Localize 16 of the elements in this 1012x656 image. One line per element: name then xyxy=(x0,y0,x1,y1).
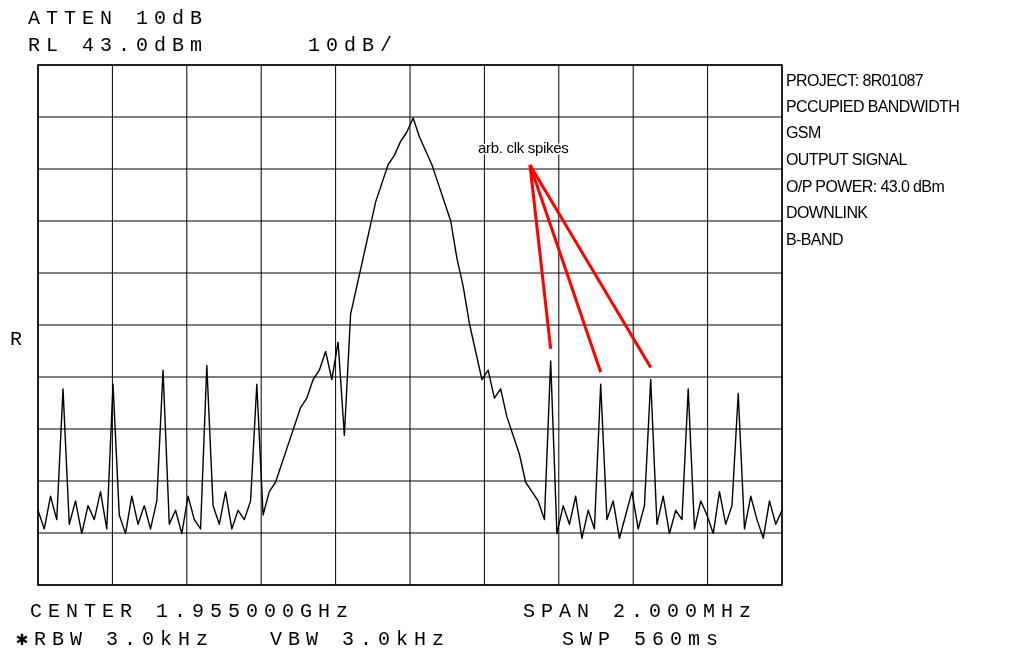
text: 10dB/ xyxy=(308,34,399,57)
text: RL 43.0dBm xyxy=(28,34,209,57)
text: OUTPUT SIGNAL xyxy=(786,151,908,168)
text: PCCUPIED BANDWIDTH xyxy=(786,98,960,115)
text: ATTEN 10dB xyxy=(28,7,209,30)
text: DOWNLINK xyxy=(786,204,869,221)
text: ✱RBW 3.0kHz xyxy=(16,628,215,651)
text: B-BAND xyxy=(786,231,843,248)
text: SWP 560ms xyxy=(562,628,725,651)
text: VBW 3.0kHz xyxy=(270,628,451,651)
text: CENTER 1.955000GHz xyxy=(30,600,355,623)
text: R xyxy=(10,328,29,351)
text: O/P POWER: 43.0 dBm xyxy=(786,178,945,195)
text: SPAN 2.000MHz xyxy=(523,600,758,623)
text: PROJECT: 8R01087 xyxy=(786,72,924,89)
text: GSM xyxy=(786,124,821,141)
